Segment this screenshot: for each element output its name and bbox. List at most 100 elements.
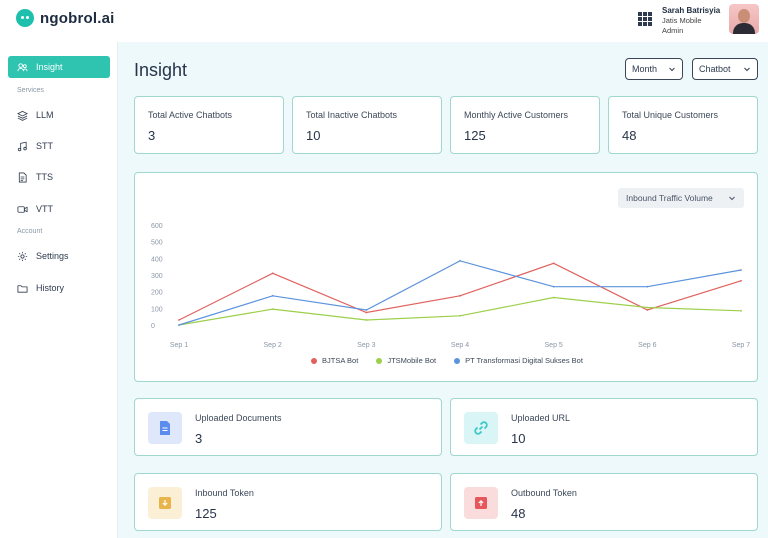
card-outbound-token: Outbound Token 48: [450, 473, 758, 531]
y-tick-label: 600: [151, 223, 163, 230]
y-tick-label: 100: [151, 306, 163, 313]
chevron-down-icon: [729, 196, 735, 201]
card-uploaded-documents: Uploaded Documents 3: [134, 398, 442, 456]
sidebar-item-label: VTT: [36, 204, 53, 214]
data-point[interactable]: [178, 319, 180, 321]
data-point[interactable]: [646, 309, 649, 311]
user-company: Jatis Mobile: [662, 16, 702, 25]
legend-item[interactable]: BJTSA Bot: [311, 356, 358, 365]
data-point[interactable]: [271, 272, 274, 275]
data-point[interactable]: [646, 306, 649, 309]
chatbot-dropdown[interactable]: Chatbot: [692, 58, 758, 80]
chat-bubble-icon: [16, 9, 34, 27]
data-point[interactable]: [552, 296, 555, 299]
x-tick-label: Sep 5: [545, 342, 563, 349]
line-chart: 600 500 400 300 200 100 0 Sep 1 Sep 2 Sep 3 Sep 4 S…: [151, 223, 750, 349]
data-point[interactable]: [365, 311, 368, 314]
stat-value: 125: [464, 128, 486, 143]
traffic-chart-card: 600 500 400 300 200 100 0 Sep 1 Sep 2 Sep 3 Sep 4 S…: [134, 172, 758, 382]
sidebar-item-vtt[interactable]: VTT: [8, 198, 110, 220]
stat-card-unique-customers: Total Unique Customers 48: [608, 96, 758, 154]
data-point[interactable]: [740, 279, 742, 282]
data-point[interactable]: [459, 259, 461, 262]
main-content: Insight Month Chatbot Total Active Chatb…: [118, 42, 768, 538]
data-point[interactable]: [646, 285, 649, 288]
sidebar-item-insight[interactable]: Insight: [8, 56, 110, 78]
chart-metric-dropdown[interactable]: Inbound Traffic Volume: [618, 188, 744, 208]
series-line-0: [178, 262, 742, 321]
stat-label: Total Active Chatbots: [148, 110, 233, 120]
data-point[interactable]: [740, 269, 742, 271]
sidebar-item-stt[interactable]: STT: [8, 135, 110, 157]
sidebar-item-label: TTS: [36, 172, 53, 182]
sidebar-item-settings[interactable]: Settings: [8, 245, 110, 267]
stat-card-active-chatbots: Total Active Chatbots 3: [134, 96, 284, 154]
data-point[interactable]: [552, 285, 555, 288]
avatar[interactable]: [729, 4, 759, 34]
data-point[interactable]: [740, 309, 742, 312]
legend-item[interactable]: JTSMobile Bot: [376, 356, 436, 365]
card-inbound-token: Inbound Token 125: [134, 473, 442, 531]
data-point[interactable]: [459, 294, 461, 297]
document-icon: [148, 412, 182, 444]
card-label: Uploaded Documents: [195, 413, 282, 423]
logo[interactable]: ngobrol.ai: [16, 9, 115, 27]
app-name: ngobrol.ai: [40, 9, 115, 27]
sidebar-item-tts[interactable]: TTS: [8, 166, 110, 188]
stat-value: 10: [306, 128, 321, 143]
legend-label: PT Transformasi Digital Sukses Bot: [465, 356, 583, 365]
apps-grid-icon[interactable]: [638, 12, 652, 26]
card-value: 125: [195, 506, 217, 521]
legend-dot: [311, 357, 318, 364]
stat-label: Total Inactive Chatbots: [306, 110, 398, 120]
sidebar-item-llm[interactable]: LLM: [8, 104, 110, 126]
legend-label: JTSMobile Bot: [387, 356, 437, 365]
data-point[interactable]: [552, 262, 555, 265]
legend-label: BJTSA Bot: [322, 356, 359, 365]
data-point[interactable]: [271, 294, 274, 297]
card-value: 3: [195, 431, 203, 446]
y-tick-label: 0: [151, 323, 155, 330]
x-tick-label: Sep 7: [732, 342, 750, 349]
x-tick-label: Sep 6: [638, 342, 656, 349]
sidebar-item-label: Settings: [36, 251, 69, 261]
data-point[interactable]: [271, 308, 274, 311]
chart-metric-value: Inbound Traffic Volume: [626, 193, 713, 203]
stat-card-monthly-active-customers: Monthly Active Customers 125: [450, 96, 600, 154]
data-point[interactable]: [178, 324, 180, 326]
user-info[interactable]: Sarah Batrisyia Jatis Mobile Admin: [662, 6, 720, 36]
sidebar-item-label: LLM: [36, 110, 54, 120]
y-tick-label: 300: [151, 273, 163, 280]
people-icon: [17, 62, 28, 71]
sidebar-item-label: STT: [36, 141, 53, 151]
link-icon: [464, 412, 498, 444]
data-point[interactable]: [459, 314, 461, 317]
period-dropdown[interactable]: Month: [625, 58, 683, 80]
sidebar-item-history[interactable]: History: [8, 277, 110, 299]
video-icon: [17, 205, 28, 213]
inbox-up-icon: [464, 487, 498, 519]
x-tick-label: Sep 1: [170, 342, 188, 349]
user-name: Sarah Batrisyia: [662, 6, 721, 15]
card-label: Uploaded URL: [511, 413, 571, 423]
top-bar: ngobrol.ai Sarah Batrisyia Jatis Mobile …: [0, 0, 768, 42]
x-tick-label: Sep 2: [264, 342, 282, 349]
sidebar-item-label: History: [36, 283, 65, 293]
sidebar: Insight Services LLM STT TTS VTT Account…: [0, 42, 118, 538]
legend-item[interactable]: PT Transformasi Digital Sukses Bot: [454, 356, 583, 365]
y-tick-label: 200: [151, 290, 163, 297]
stat-value: 3: [148, 128, 156, 143]
data-point[interactable]: [365, 319, 368, 321]
section-label-account: Account: [17, 228, 43, 235]
data-point[interactable]: [365, 309, 368, 311]
card-label: Outbound Token: [511, 488, 577, 498]
x-tick-label: Sep 4: [451, 342, 469, 349]
stat-label: Total Unique Customers: [622, 110, 719, 120]
folder-icon: [17, 284, 28, 293]
legend-dot: [454, 357, 461, 364]
card-value: 48: [511, 506, 526, 521]
music-note-icon: [17, 141, 27, 151]
user-role: Admin: [662, 26, 684, 35]
y-tick-label: 400: [151, 256, 163, 263]
stat-label: Monthly Active Customers: [464, 110, 569, 120]
